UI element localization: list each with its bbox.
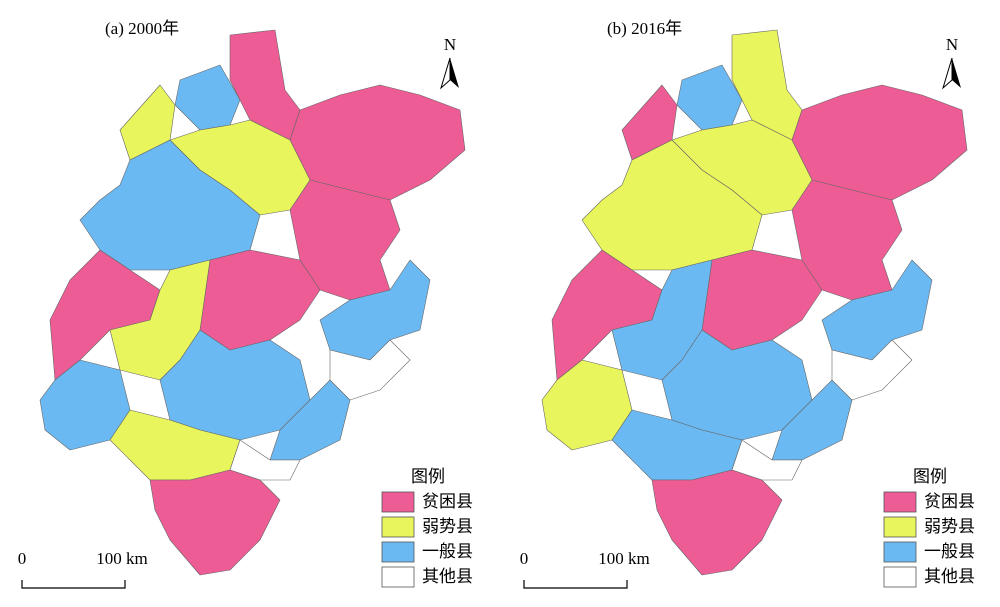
legend-title: 图例 xyxy=(913,467,947,486)
legend-swatch xyxy=(883,541,917,563)
county-region xyxy=(319,259,431,361)
legend-label: 弱势县 xyxy=(422,517,473,536)
legend-label: 其他县 xyxy=(924,567,975,586)
legend-label: 贫困县 xyxy=(422,492,473,511)
county-region xyxy=(109,259,211,381)
scale-bar xyxy=(523,580,628,589)
county-region xyxy=(119,84,176,161)
county-region xyxy=(199,249,321,351)
legend-swatch xyxy=(381,566,415,588)
scale-end: 100 km xyxy=(598,549,649,568)
legend-title: 图例 xyxy=(411,467,445,486)
county-region xyxy=(329,339,411,401)
county-region xyxy=(79,139,261,271)
scale-start: 0 xyxy=(520,549,529,568)
legend-swatch xyxy=(381,516,415,538)
county-region xyxy=(149,469,281,576)
legend-label: 一般县 xyxy=(422,542,473,561)
county-region xyxy=(821,259,933,361)
panel-title: (b) 2016年 xyxy=(607,19,682,38)
county-region xyxy=(621,84,678,161)
legend-label: 弱势县 xyxy=(924,517,975,536)
scale-start: 0 xyxy=(18,549,27,568)
county-region xyxy=(701,249,823,351)
county-region xyxy=(651,469,783,576)
north-arrow xyxy=(450,58,459,88)
county-region xyxy=(831,339,913,401)
scale-end: 100 km xyxy=(96,549,147,568)
north-arrow xyxy=(440,57,451,90)
panel-title: (a) 2000年 xyxy=(105,19,179,38)
legend-label: 一般县 xyxy=(924,542,975,561)
legend-swatch xyxy=(381,491,415,513)
north-arrow xyxy=(942,57,953,90)
county-region xyxy=(581,139,763,271)
legend-label: 其他县 xyxy=(422,567,473,586)
county-region xyxy=(611,259,713,381)
legend-label: 贫困县 xyxy=(924,492,975,511)
north-label: N xyxy=(444,35,456,54)
north-arrow xyxy=(952,58,961,88)
legend-swatch xyxy=(381,541,415,563)
scale-bar xyxy=(21,580,126,589)
legend-swatch xyxy=(883,566,917,588)
north-label: N xyxy=(946,35,958,54)
legend-swatch xyxy=(883,491,917,513)
legend-swatch xyxy=(883,516,917,538)
